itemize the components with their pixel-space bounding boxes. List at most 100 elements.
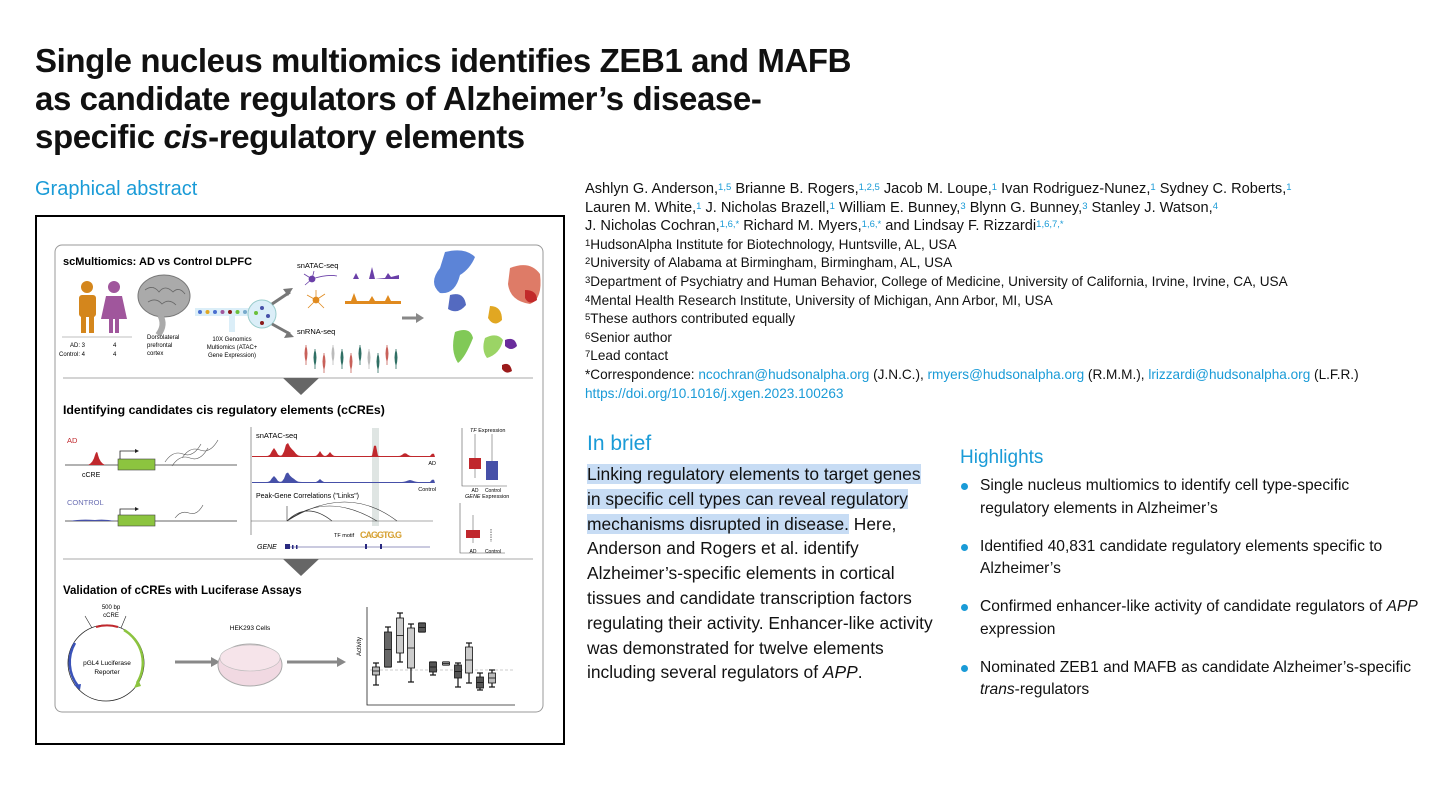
activity-box [476,672,484,691]
control-label: CONTROL [67,498,104,507]
droplet [235,310,240,314]
activity-box [396,612,404,663]
tf-ad-box [469,458,481,469]
gene-x-ad: AD [470,549,477,555]
control-ccre-peak [70,519,115,521]
doi-link[interactable]: https://doi.org/10.1016/j.xgen.2023.1002… [585,385,844,401]
author: Ivan Rodriguez-Nunez,1 [1001,181,1156,197]
in-brief-heading: In brief [587,432,652,455]
in-brief-body: Here, Anderson and Rogers et al. identif… [587,513,933,683]
author: Sydney C. Roberts,1 [1159,181,1292,197]
transcripts-high-icon [164,439,219,467]
author: Richard M. Myers,1,6,* [743,218,882,235]
peak-gene-links [286,501,398,522]
cells-label: HEK293 Cells [230,625,271,632]
gene-label: GENE [257,544,277,551]
panel1-title: scMultiomics: AD vs Control DLPFC [63,256,252,268]
author-block: Ashlyn G. Anderson,1,5 Brianne B. Rogers… [585,180,1435,403]
snrna-label: snRNA-seq [297,327,335,336]
highlights-list: Single nucleus multiomics to identify ce… [960,475,1420,717]
male-figure-icon [79,281,96,333]
droplet [260,321,264,325]
activity-box [442,661,450,666]
gene-ad-box [466,530,480,538]
panel2-title: Identifying candidates cis regulatory el… [63,403,385,417]
affiliation: 1HudsonAlpha Institute for Biotechnology… [585,236,957,252]
violin [313,349,317,369]
activity-axis-label: Activity [357,637,363,656]
title-line-3-end: -regulatory elements [208,118,525,155]
microfluidic-device-icon [195,299,277,332]
promoter-arrow-icon [119,450,136,459]
highlighted-sentence: Linking regulatory elements to target ge… [587,464,921,534]
female-figure-icon [101,281,127,333]
affiliation: 2University of Alabama at Birmingham, Bi… [585,255,953,271]
droplet [260,306,264,310]
snatac-label: snATAC-seq [297,261,338,270]
control-count-female: 4 [113,352,117,358]
bullet-icon [961,664,968,672]
activity-box [429,661,437,676]
highlights-heading: Highlights [960,447,1044,468]
affiliation: 5These authors contributed equally [585,311,796,327]
gene-model [285,544,430,549]
graphical-abstract-label: Graphical abstract [35,178,198,200]
transcripts-low-icon [174,504,204,519]
droplet [198,310,202,314]
author: J. Nicholas Cochran,1,6,* [585,218,740,235]
droplet [205,310,210,314]
control-count: Control: 4 [59,352,86,358]
gene-x-control: Control [485,549,501,555]
insert-label-1: 500 bp [102,605,121,611]
title-line-3: specific [35,118,164,155]
violin [358,345,362,365]
violin-plots [304,345,398,373]
droplet [266,314,270,318]
ad-label: AD [67,436,78,445]
violin [304,345,308,365]
abstract-panel [54,244,544,713]
plasmid-label-2: Reporter [94,669,120,676]
author: Stanley J. Watson,4 [1091,199,1218,216]
violin [331,345,335,365]
activity-box [488,669,496,688]
highlight-item: Confirmed enhancer-like activity of cand… [960,596,1420,641]
droplet [220,310,225,314]
in-brief-text: Linking regulatory elements to target ge… [587,464,933,683]
astrocyte-icon [306,290,326,309]
affiliation: 6Senior author [585,329,672,345]
email-link[interactable]: lrizzardi@hudsonalpha.org [1148,366,1311,382]
highlight-item: Single nucleus multiomics to identify ce… [960,475,1420,520]
correspondence-label: *Correspondence: [585,366,699,382]
email-link[interactable]: ncochran@hudsonalpha.org [698,366,870,382]
arrow-up-icon [271,288,293,306]
ad-atac-track [252,443,435,457]
control-atac-track [252,472,435,483]
insert-label-2: cCRE [103,613,119,619]
tf-expression-label: TF Expression [470,428,505,434]
author: Blynn G. Bunney,3 [969,199,1088,216]
email-link[interactable]: rmyers@hudsonalpha.org [927,366,1085,382]
author: Jacob M. Loupe,1 [883,181,998,197]
author: and Lindsay F. Rizzardi1,6,7,* [885,218,1064,235]
droplet [243,310,247,314]
track-atac-label: snATAC-seq [256,431,297,440]
ad-ccre-peak [88,452,105,465]
affiliation: 4Mental Health Research Institute, Unive… [585,292,1053,308]
arrow-right-icon [175,657,220,667]
droplet [228,310,232,314]
device-label-3: Gene Expression) [208,353,256,359]
arrow-right-icon [402,313,424,323]
activity-axes [366,607,515,706]
ad-count-female: 4 [113,343,117,349]
atac-track-glia [345,293,401,304]
violin [394,349,398,369]
motif-logo: CAGGTG.G [360,530,402,540]
violin [349,353,353,373]
petri-dish-icon [217,643,283,687]
highlight-item: Identified 40,831 candidate regulatory e… [960,536,1420,581]
ad-count: AD: 3 [70,343,86,349]
droplet [254,311,258,315]
chevron-down-icon [283,378,319,395]
activity-box [454,662,462,688]
